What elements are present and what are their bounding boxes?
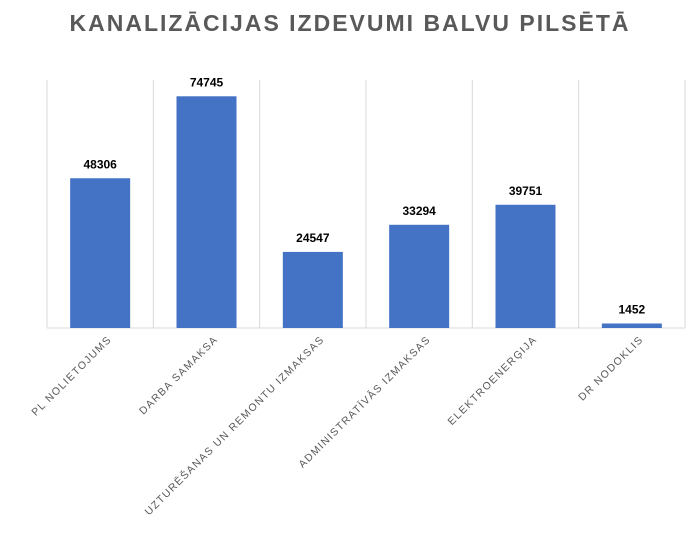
data-label: 1452: [618, 302, 645, 316]
data-labels: 48306 74745 24547 33294 39751 1452: [83, 75, 645, 316]
bar: [389, 224, 450, 328]
bar: [495, 204, 556, 328]
data-label: 24547: [296, 231, 330, 245]
category-label: DARBA SAMAKSA: [137, 334, 221, 418]
bars: [70, 96, 662, 328]
data-label: 74745: [190, 75, 224, 89]
category-label: DR NODOKLIS: [576, 334, 646, 404]
data-label: 33294: [402, 204, 436, 218]
chart-title: KANALIZĀCIJAS IZDEVUMI BALVU PILSĒTĀ: [69, 10, 631, 36]
grid-lines: [46, 80, 686, 329]
bar: [282, 251, 343, 328]
category-label: UZTURĒŠANAS UN REMONTU IZMAKSAS: [142, 333, 327, 518]
category-label: ELEKTROENERĢIJA: [446, 334, 540, 428]
bar: [601, 323, 662, 328]
category-label: ADMINISTRATĪVĀS IZMAKSAS: [296, 334, 433, 471]
bar: [176, 96, 237, 328]
category-label: PL NOLIETOJUMS: [29, 334, 114, 419]
data-label: 48306: [83, 157, 117, 171]
bar: [70, 178, 131, 328]
data-label: 39751: [509, 184, 543, 198]
